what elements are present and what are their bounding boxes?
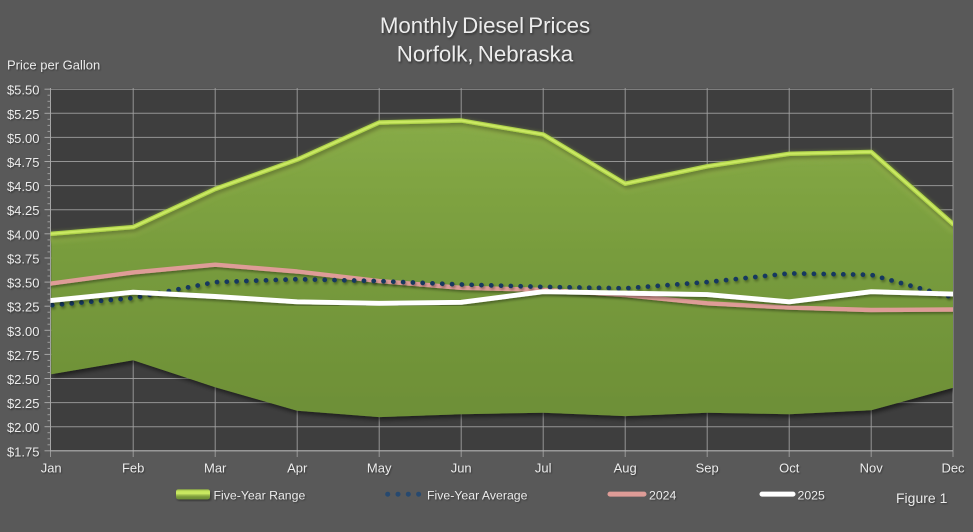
svg-text:$3.50: $3.50 <box>7 276 40 291</box>
svg-text:$3.00: $3.00 <box>7 324 40 339</box>
svg-text:Monthly Diesel Prices: Monthly Diesel Prices <box>380 13 590 38</box>
svg-text:$4.00: $4.00 <box>7 227 40 242</box>
svg-text:Price per Gallon: Price per Gallon <box>7 58 100 73</box>
svg-text:$2.50: $2.50 <box>7 372 40 387</box>
svg-text:$1.75: $1.75 <box>7 444 40 459</box>
svg-text:$5.25: $5.25 <box>7 107 40 122</box>
svg-text:Figure 1: Figure 1 <box>896 490 948 506</box>
svg-text:Jul: Jul <box>535 461 552 476</box>
svg-text:2024: 2024 <box>649 489 677 503</box>
svg-text:$3.25: $3.25 <box>7 300 40 315</box>
svg-text:Apr: Apr <box>287 461 308 476</box>
svg-text:Aug: Aug <box>614 461 637 476</box>
svg-text:$4.75: $4.75 <box>7 155 40 170</box>
svg-text:Dec: Dec <box>941 461 965 476</box>
svg-text:Norfolk, Nebraska: Norfolk, Nebraska <box>397 42 574 67</box>
svg-text:Jun: Jun <box>451 461 472 476</box>
svg-text:Oct: Oct <box>779 461 800 476</box>
svg-text:Nov: Nov <box>860 461 884 476</box>
svg-text:May: May <box>367 461 392 476</box>
svg-text:Sep: Sep <box>696 461 719 476</box>
svg-text:$4.25: $4.25 <box>7 203 40 218</box>
svg-text:Jan: Jan <box>41 461 62 476</box>
svg-text:Five-Year Average: Five-Year Average <box>427 489 528 503</box>
svg-text:$5.50: $5.50 <box>7 83 40 98</box>
svg-text:Mar: Mar <box>204 461 227 476</box>
svg-text:$4.50: $4.50 <box>7 179 40 194</box>
svg-text:$2.25: $2.25 <box>7 396 40 411</box>
svg-text:$3.75: $3.75 <box>7 252 40 267</box>
svg-text:Feb: Feb <box>122 461 144 476</box>
svg-text:2025: 2025 <box>798 489 826 503</box>
svg-text:$5.00: $5.00 <box>7 131 40 146</box>
svg-text:Five-Year Range: Five-Year Range <box>214 489 306 503</box>
svg-text:$2.00: $2.00 <box>7 420 40 435</box>
svg-text:$2.75: $2.75 <box>7 348 40 363</box>
